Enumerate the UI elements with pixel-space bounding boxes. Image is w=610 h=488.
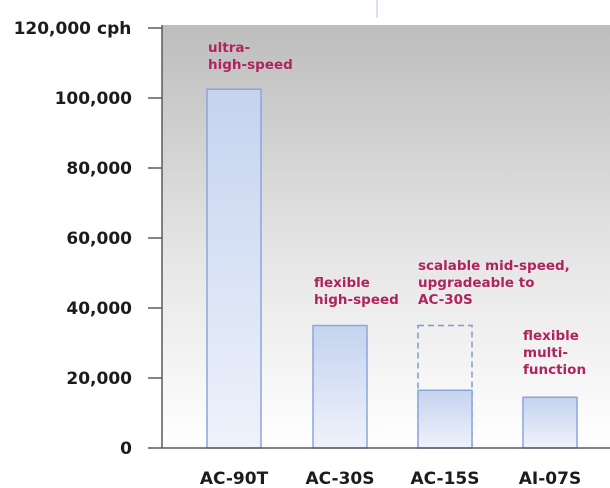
annotation-line: high-speed <box>208 57 293 73</box>
x-tick-label: AC-90T <box>200 469 269 488</box>
y-tick-label: 80,000 <box>66 159 132 179</box>
annotation-line: upgradeable to <box>418 275 535 291</box>
bar-ai-07s <box>522 396 578 449</box>
annotation-line: multi- <box>523 345 568 361</box>
y-tick-label: 0 <box>120 439 132 459</box>
x-axis-labels: AC-90T AC-30S AC-15S AI-07S <box>200 469 581 488</box>
annotation-line: flexible <box>314 275 370 291</box>
annotation-line: scalable mid-speed, <box>418 258 570 274</box>
annotation-line: function <box>523 362 586 378</box>
bar-ac-90t <box>206 88 262 449</box>
bar-ac-30s <box>312 324 368 449</box>
annotation-line: high-speed <box>314 292 399 308</box>
annotation-line: flexible <box>523 328 579 344</box>
bar-ac-15s <box>417 389 473 449</box>
bar-annotation: flexible multi-function <box>523 328 586 378</box>
y-tick-label: 20,000 <box>66 369 132 389</box>
x-tick-label: AI-07S <box>519 469 581 488</box>
annotation-line: ultra- <box>208 40 250 56</box>
annotation-line: AC-30S <box>418 292 473 308</box>
x-tick-label: AC-15S <box>411 469 480 488</box>
bar-annotation: scalable mid-speed, upgradeable to AC-30S <box>418 258 570 308</box>
y-axis-ticks: 0 20,000 40,000 60,000 80,000 100,000 120,000 c… <box>14 19 162 459</box>
x-tick-label: AC-30S <box>306 469 375 488</box>
y-tick-label: 60,000 <box>66 229 132 249</box>
y-tick-label: 100,000 <box>55 89 133 109</box>
y-axis-unit: cph <box>97 19 131 39</box>
y-tick-label: 120,000 <box>14 19 92 39</box>
bar-annotation: ultra-high-speed <box>208 40 293 73</box>
bar-annotation: flexible high-speed <box>314 275 399 308</box>
bars <box>206 88 578 449</box>
y-tick-label: 40,000 <box>66 299 132 319</box>
